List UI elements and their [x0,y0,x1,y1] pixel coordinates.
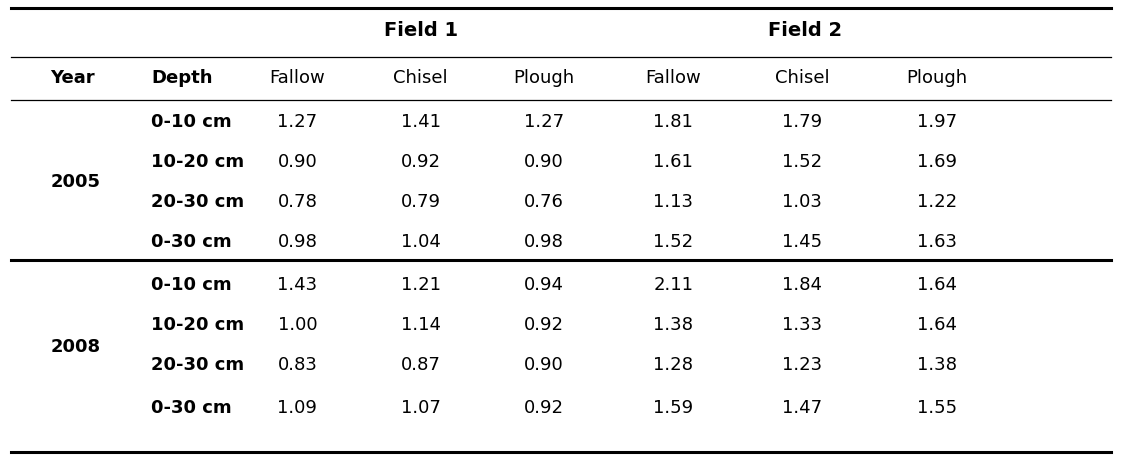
Text: 1.55: 1.55 [917,399,957,417]
Text: 0-30 cm: 0-30 cm [151,399,232,417]
Text: 1.13: 1.13 [653,193,693,211]
Text: 0.83: 0.83 [277,356,318,374]
Text: 0-10 cm: 0-10 cm [151,276,232,294]
Text: 0.92: 0.92 [524,316,564,334]
Text: 2.11: 2.11 [653,276,693,294]
Text: 0.76: 0.76 [524,193,564,211]
Text: 1.33: 1.33 [782,316,822,334]
Text: 10-20 cm: 10-20 cm [151,316,245,334]
Text: 1.28: 1.28 [653,356,693,374]
Text: 20-30 cm: 20-30 cm [151,193,245,211]
Text: 1.84: 1.84 [782,276,822,294]
Text: 1.69: 1.69 [917,153,957,171]
Text: 1.09: 1.09 [277,399,318,417]
Text: 1.45: 1.45 [782,233,822,251]
Text: 2005: 2005 [50,173,101,191]
Text: Field 1: Field 1 [384,20,458,39]
Text: 1.41: 1.41 [401,113,441,131]
Text: 1.79: 1.79 [782,113,822,131]
Text: 2008: 2008 [50,338,101,355]
Text: Year: Year [50,69,95,87]
Text: Field 2: Field 2 [767,20,843,39]
Text: 0-30 cm: 0-30 cm [151,233,232,251]
Text: 1.07: 1.07 [401,399,441,417]
Text: 1.47: 1.47 [782,399,822,417]
Text: 1.59: 1.59 [653,399,693,417]
Text: 1.64: 1.64 [917,276,957,294]
Text: Chisel: Chisel [775,69,829,87]
Text: 1.52: 1.52 [782,153,822,171]
Text: 1.23: 1.23 [782,356,822,374]
Text: 1.27: 1.27 [277,113,318,131]
Text: 0.94: 0.94 [524,276,564,294]
Text: 1.38: 1.38 [653,316,693,334]
Text: 1.38: 1.38 [917,356,957,374]
Text: 1.14: 1.14 [401,316,441,334]
Text: 0-10 cm: 0-10 cm [151,113,232,131]
Text: 10-20 cm: 10-20 cm [151,153,245,171]
Text: 1.43: 1.43 [277,276,318,294]
Text: 0.90: 0.90 [524,153,564,171]
Text: 1.52: 1.52 [653,233,693,251]
Text: 1.22: 1.22 [917,193,957,211]
Text: 0.98: 0.98 [524,233,564,251]
Text: 0.98: 0.98 [277,233,318,251]
Text: 0.78: 0.78 [277,193,318,211]
Text: 1.04: 1.04 [401,233,441,251]
Text: Plough: Plough [514,69,574,87]
Text: 0.92: 0.92 [524,399,564,417]
Text: 1.03: 1.03 [782,193,822,211]
Text: 0.90: 0.90 [277,153,318,171]
Text: Plough: Plough [907,69,967,87]
Text: Chisel: Chisel [394,69,448,87]
Text: Fallow: Fallow [269,69,325,87]
Text: 1.64: 1.64 [917,316,957,334]
Text: 1.27: 1.27 [524,113,564,131]
Text: Fallow: Fallow [645,69,701,87]
Text: 20-30 cm: 20-30 cm [151,356,245,374]
Text: 0.79: 0.79 [401,193,441,211]
Text: 1.81: 1.81 [653,113,693,131]
Text: 1.97: 1.97 [917,113,957,131]
Text: 1.00: 1.00 [277,316,318,334]
Text: 0.92: 0.92 [401,153,441,171]
Text: 1.61: 1.61 [653,153,693,171]
Text: 1.21: 1.21 [401,276,441,294]
Text: 0.87: 0.87 [401,356,441,374]
Text: 1.63: 1.63 [917,233,957,251]
Text: 0.90: 0.90 [524,356,564,374]
Text: Depth: Depth [151,69,213,87]
